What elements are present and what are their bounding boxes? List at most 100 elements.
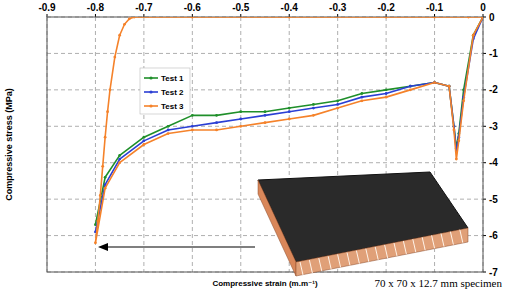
background bbox=[0, 0, 507, 291]
point bbox=[142, 143, 145, 146]
point bbox=[433, 81, 436, 84]
point bbox=[118, 161, 121, 164]
point bbox=[385, 92, 388, 95]
tick-label: -7 bbox=[489, 267, 498, 278]
point bbox=[385, 96, 388, 99]
point bbox=[99, 194, 102, 197]
point bbox=[457, 139, 460, 142]
tick-label: -4 bbox=[489, 157, 498, 168]
grid-line bbox=[192, 17, 193, 272]
point bbox=[94, 241, 97, 244]
tick-label: -0.9 bbox=[38, 2, 56, 13]
point bbox=[312, 103, 315, 106]
grid-line bbox=[47, 53, 483, 54]
point bbox=[123, 23, 126, 26]
point bbox=[482, 17, 483, 18]
y-axis-label: Compressive stress (MPa) bbox=[4, 88, 14, 201]
tick-label: -3 bbox=[489, 121, 498, 132]
point bbox=[385, 88, 388, 91]
point bbox=[101, 165, 104, 168]
point bbox=[142, 139, 145, 142]
specimen-cell bbox=[375, 247, 378, 260]
point bbox=[264, 114, 267, 117]
point bbox=[118, 154, 121, 157]
point bbox=[133, 17, 136, 18]
point bbox=[453, 129, 456, 132]
point bbox=[360, 92, 363, 95]
point bbox=[462, 99, 465, 102]
point bbox=[288, 107, 291, 110]
point bbox=[191, 114, 194, 117]
point bbox=[104, 176, 107, 179]
legend-label: Test 1 bbox=[161, 74, 184, 83]
legend-marker bbox=[149, 90, 152, 93]
point bbox=[360, 99, 363, 102]
point bbox=[215, 114, 218, 117]
legend-swatch bbox=[144, 91, 158, 93]
point bbox=[448, 85, 451, 88]
point bbox=[336, 99, 339, 102]
tick-label: -0.5 bbox=[232, 2, 250, 13]
legend-label: Test 3 bbox=[161, 102, 184, 111]
point bbox=[239, 125, 242, 128]
tick-label: -0.7 bbox=[135, 2, 153, 13]
point bbox=[191, 17, 194, 18]
point bbox=[288, 118, 291, 121]
tick-label: -0.8 bbox=[87, 2, 105, 13]
point bbox=[167, 132, 170, 135]
point bbox=[104, 187, 107, 190]
point bbox=[215, 129, 218, 132]
point bbox=[482, 17, 483, 18]
legend-swatch bbox=[144, 105, 158, 107]
point bbox=[191, 129, 194, 132]
specimen-cell bbox=[347, 253, 350, 266]
point bbox=[467, 17, 470, 18]
point bbox=[472, 34, 475, 37]
point bbox=[448, 85, 451, 88]
point bbox=[312, 114, 315, 117]
specimen-cell bbox=[319, 258, 322, 271]
point bbox=[128, 17, 131, 20]
point bbox=[312, 107, 315, 110]
tick-label: -0.1 bbox=[426, 2, 444, 13]
point bbox=[448, 85, 451, 88]
legend-marker bbox=[149, 76, 152, 79]
legend-box bbox=[140, 68, 190, 114]
legend-label: Test 2 bbox=[161, 88, 184, 97]
tick-label: -0.3 bbox=[329, 2, 347, 13]
point bbox=[409, 88, 412, 91]
point bbox=[96, 220, 99, 223]
point bbox=[239, 118, 242, 121]
point bbox=[409, 85, 412, 88]
point bbox=[215, 121, 218, 124]
point bbox=[288, 110, 291, 113]
arrow-head bbox=[98, 243, 108, 251]
point bbox=[104, 136, 107, 139]
tick-label: -0.2 bbox=[377, 2, 395, 13]
specimen-side bbox=[258, 180, 296, 276]
grid-line bbox=[47, 162, 483, 163]
tick-label: -0.4 bbox=[281, 2, 299, 13]
specimen-cell bbox=[300, 262, 303, 275]
specimen-cell bbox=[450, 232, 453, 245]
specimen-cell bbox=[394, 243, 397, 256]
specimen-cell bbox=[309, 260, 312, 273]
point bbox=[239, 110, 242, 113]
specimen-cell bbox=[366, 249, 369, 262]
point bbox=[106, 110, 109, 113]
tick-label: -0.6 bbox=[184, 2, 202, 13]
point bbox=[288, 17, 291, 18]
plot-frame bbox=[47, 17, 483, 272]
specimen-cell bbox=[413, 239, 416, 252]
legend-marker bbox=[149, 104, 152, 107]
point bbox=[118, 34, 121, 37]
grid-line bbox=[143, 17, 144, 272]
grid-line bbox=[47, 126, 483, 127]
tick-label: -6 bbox=[489, 230, 498, 241]
point bbox=[118, 158, 121, 161]
specimen-image bbox=[258, 172, 468, 276]
specimen-front bbox=[296, 228, 468, 276]
point bbox=[109, 88, 112, 91]
specimen-cell bbox=[385, 245, 388, 258]
tick-label: 0 bbox=[480, 2, 486, 13]
